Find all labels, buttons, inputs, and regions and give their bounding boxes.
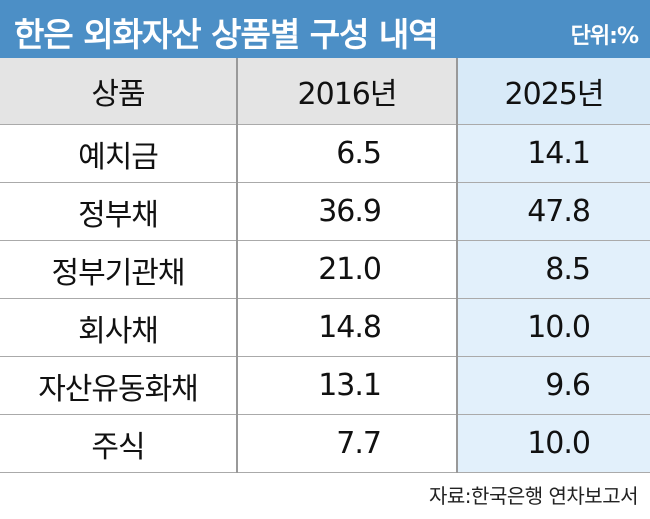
cell: 14.8: [237, 298, 458, 357]
cell: 36.9: [237, 182, 458, 241]
cell: 회사채: [0, 298, 238, 357]
cell: 9.6: [457, 356, 650, 415]
cell: 예치금: [0, 124, 238, 183]
column-header: 상품: [0, 58, 238, 125]
header-row: 상품 2016년 2025년: [0, 58, 650, 125]
cell: 6.5: [237, 124, 458, 183]
cell: 10.0: [457, 298, 650, 357]
title-bar: 한은 외화자산 상품별 구성 내역 단위:%: [0, 0, 650, 58]
column-header: 2016년: [237, 58, 458, 125]
cell: 8.5: [457, 240, 650, 299]
cell: 주식: [0, 414, 238, 473]
row: 예치금 6.5 14.1: [0, 124, 650, 183]
cell: 21.0: [237, 240, 458, 299]
row: 주식 7.7 10.0: [0, 414, 650, 473]
cell: 7.7: [237, 414, 458, 473]
unit: 단위:%: [570, 24, 639, 49]
cell: 정부기관채: [0, 240, 238, 299]
column-header: 2025년: [457, 58, 650, 125]
cell: 47.8: [457, 182, 650, 241]
row: 회사채 14.8 10.0: [0, 298, 650, 357]
cell: 14.1: [457, 124, 650, 183]
table: 상품 2016년 2025년 예치금 6.5 14.1 정부채 36.9 47.8 정부기관채 21…: [0, 58, 650, 473]
cell: 정부채: [0, 182, 238, 241]
row: 정부채 36.9 47.8: [0, 182, 650, 241]
title: 한은 외화자산 상품별 구성 내역: [14, 15, 439, 54]
source: 자료:한국은행 연차보고서: [429, 484, 639, 508]
cell: 10.0: [457, 414, 650, 473]
row: 자산유동화채 13.1 9.6: [0, 356, 650, 415]
row: 정부기관채 21.0 8.5: [0, 240, 650, 299]
cell: 자산유동화채: [0, 356, 238, 415]
cell: 13.1: [237, 356, 458, 415]
